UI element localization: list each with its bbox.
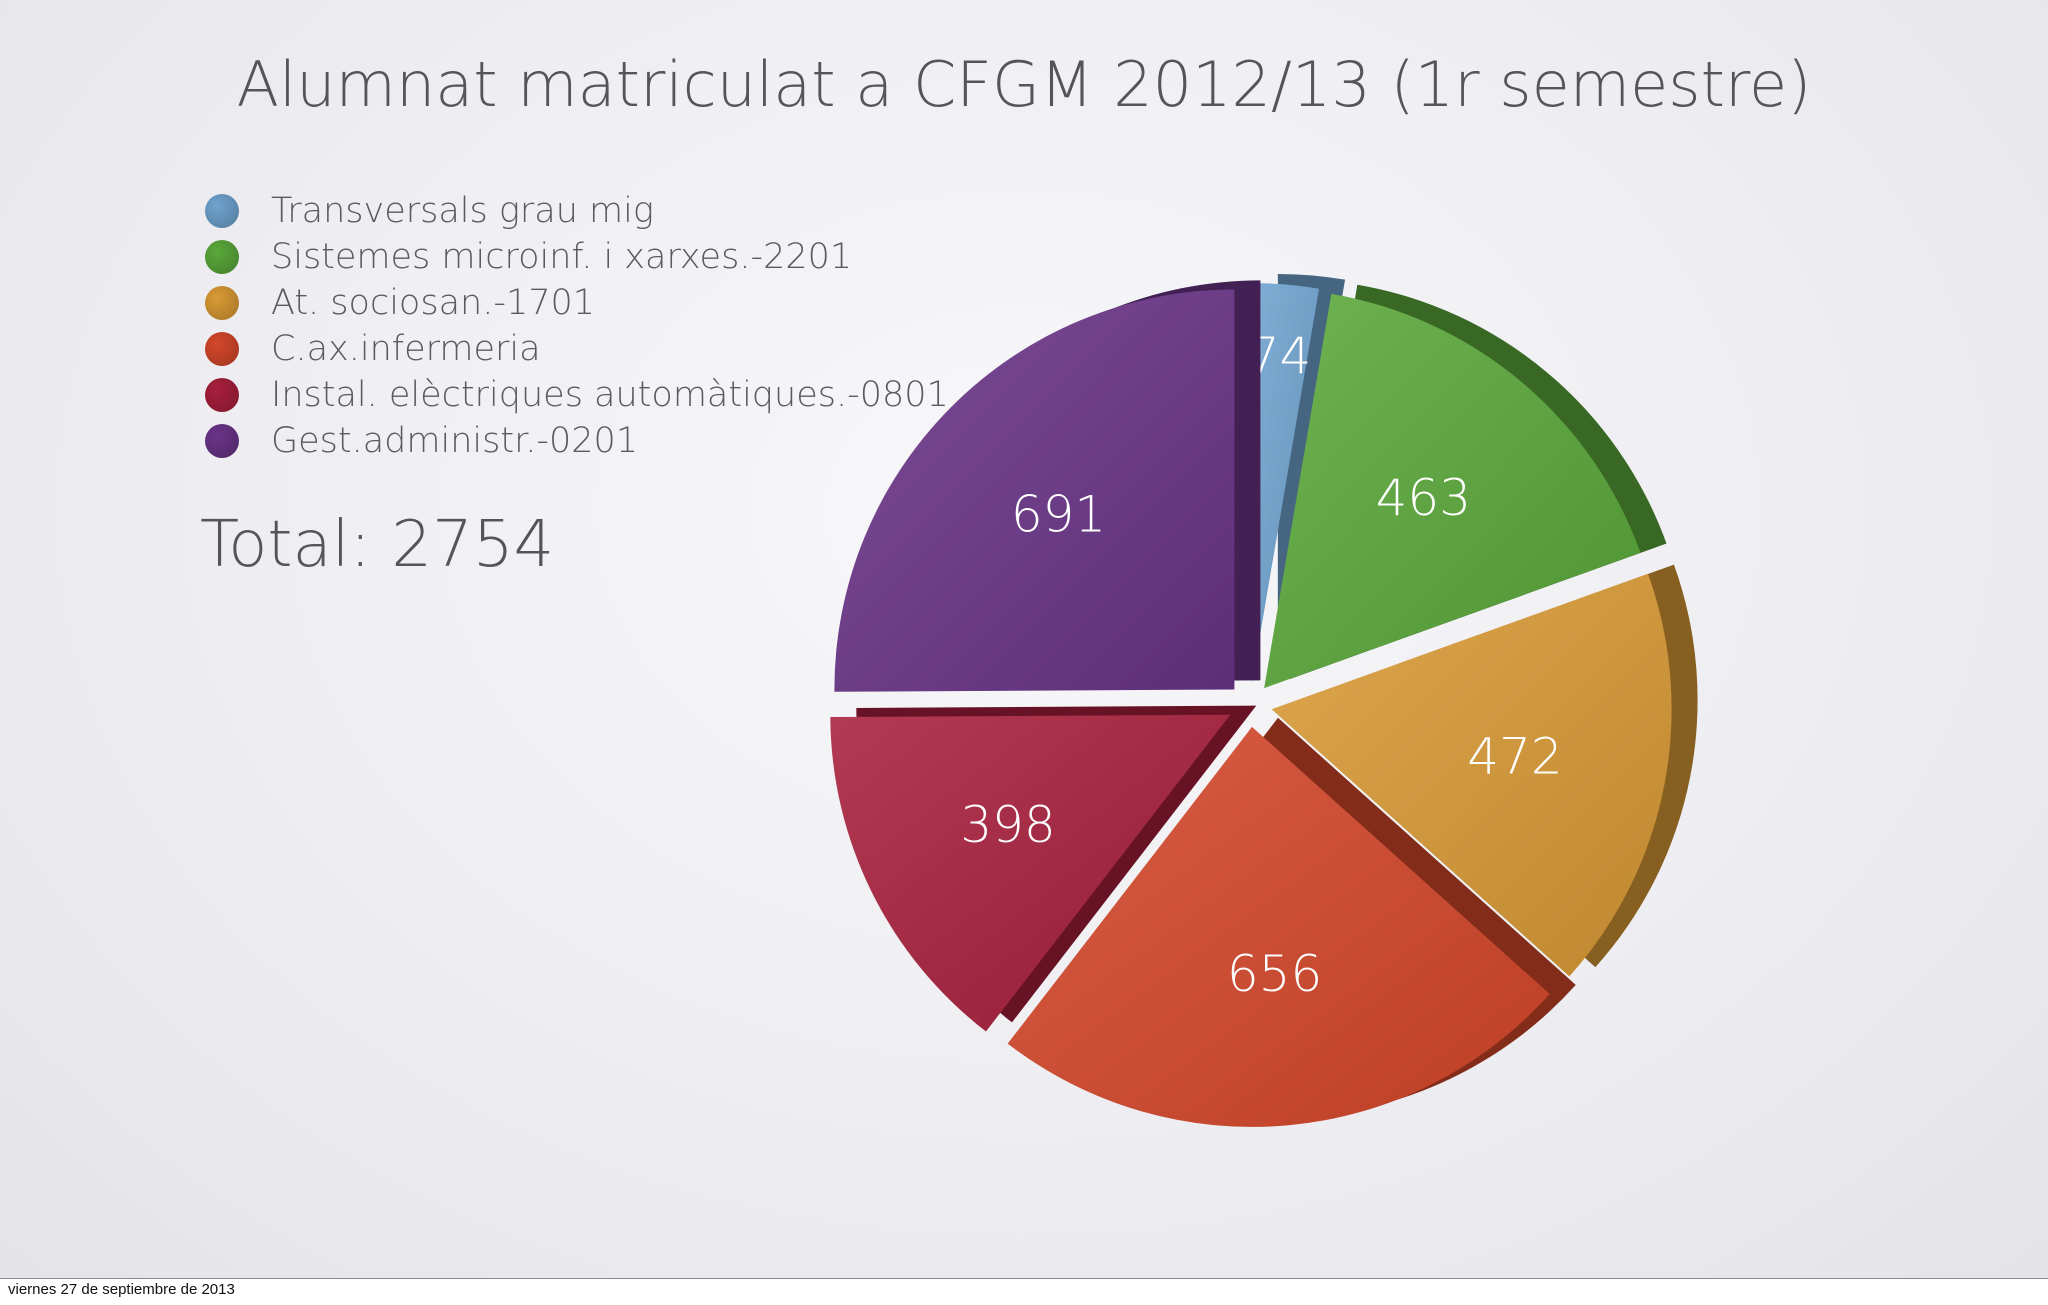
- chart-legend: Transversals grau mig Sistemes microinf. …: [205, 188, 949, 464]
- pie-slice-group: 463: [1264, 284, 1667, 689]
- legend-item: Sistemes microinf. i xarxes.-2201: [205, 234, 949, 280]
- pie-slice: [1251, 283, 1320, 684]
- legend-label: Sistemes microinf. i xarxes.-2201: [271, 237, 853, 277]
- legend-swatch: [205, 424, 239, 458]
- legend-label: Gest.administr.-0201: [271, 421, 639, 461]
- legend-swatch: [205, 378, 239, 412]
- legend-label: C.ax.infermeria: [271, 329, 541, 369]
- pie-slice: [830, 714, 1231, 1032]
- legend-label: Instal. elèctriques automàtiques.-0801: [271, 375, 949, 415]
- pie-value-label: 472: [1467, 728, 1562, 786]
- pie-value-label: 398: [960, 796, 1055, 854]
- pie-slice: [1271, 573, 1672, 977]
- legend-label: At. sociosan.-1701: [271, 283, 596, 323]
- legend-item: Gest.administr.-0201: [205, 418, 949, 464]
- pie-value-label: 691: [1011, 486, 1106, 544]
- pie-value-label: 463: [1376, 469, 1471, 527]
- legend-item: C.ax.infermeria: [205, 326, 949, 372]
- slide: Alumnat matriculat a CFGM 2012/13 (1r se…: [0, 0, 2048, 1278]
- pie-slice-group: 656: [1007, 717, 1576, 1127]
- legend-swatch: [205, 286, 239, 320]
- legend-swatch: [205, 332, 239, 366]
- pie-slice: [834, 289, 1235, 692]
- legend-item: Transversals grau mig: [205, 188, 949, 234]
- legend-swatch: [205, 194, 239, 228]
- pie-slice: [1007, 726, 1550, 1127]
- pie-slice-group: 398: [830, 705, 1257, 1032]
- total-label: Total: 2754: [200, 508, 555, 582]
- pie-slice-group: 472: [1271, 564, 1698, 977]
- pie-slice-group: 691: [834, 280, 1261, 692]
- legend-swatch: [205, 240, 239, 274]
- chart-title: Alumnat matriculat a CFGM 2012/13 (1r se…: [236, 48, 1812, 121]
- footer-date: viernes 27 de septiembre de 2013: [8, 1281, 235, 1298]
- legend-item: Instal. elèctriques automàtiques.-0801: [205, 372, 949, 418]
- legend-label: Transversals grau mig: [271, 191, 654, 231]
- pie-slice: [1264, 293, 1641, 689]
- pie-value-label: 656: [1227, 945, 1322, 1003]
- footer-bar: viernes 27 de septiembre de 2013: [0, 1278, 2048, 1305]
- legend-item: At. sociosan.-1701: [205, 280, 949, 326]
